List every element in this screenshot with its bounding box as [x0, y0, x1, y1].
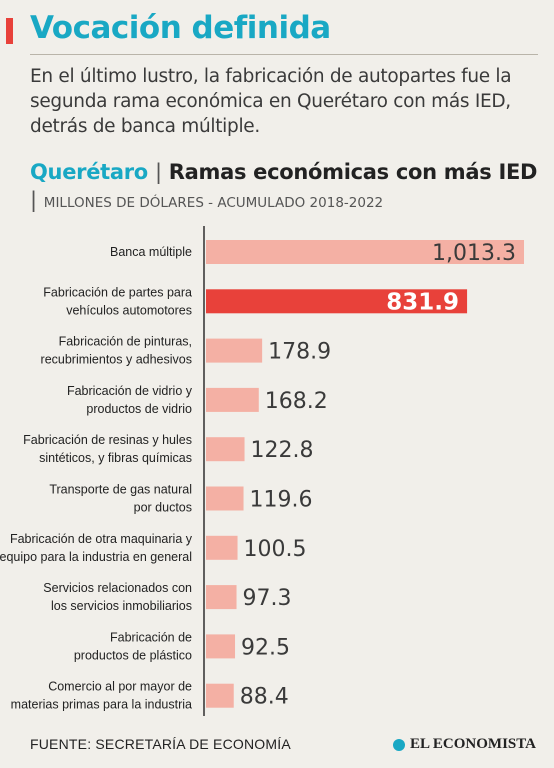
data-label: 831.9 [386, 289, 459, 315]
title-accent-bar [6, 18, 13, 44]
category-label: Banca múltiple [110, 245, 192, 259]
category-label-line: sintéticos, y fibras químicas [39, 451, 192, 465]
chart-header-separator: | [154, 160, 162, 184]
page-subtitle: En el último lustro, la fabricación de a… [30, 66, 512, 137]
category-label-line: equipo para la industria en general [0, 550, 192, 564]
category-label-line: Fabricación de vidrio y [67, 384, 193, 398]
category-label-line: los servicios inmobiliarios [51, 599, 192, 613]
bar [206, 437, 245, 462]
category-label: Fabricación de partes para vehículos auto… [43, 285, 192, 317]
category-label: Fabricación de pinturas, recubrimientos y… [41, 335, 192, 367]
category-label-line: Comercio al por mayor de [48, 680, 192, 694]
brand-name: EL ECONOMISTA [410, 736, 536, 752]
category-label: Fabricación de resinas y hules sintéticos… [23, 433, 192, 465]
data-label: 1,013.3 [432, 241, 516, 266]
bar [206, 240, 524, 264]
title-divider [30, 54, 538, 55]
category-label-line: recubrimientos y adhesivos [41, 353, 192, 367]
chart-title: Ramas económicas con más IED [168, 160, 538, 184]
data-label: 178.9 [268, 340, 331, 365]
category-label-line: Fabricación de otra maquinaria y [10, 532, 193, 546]
category-label-line: Fabricación de [110, 630, 192, 644]
bar [206, 634, 236, 659]
data-label: 119.6 [250, 488, 313, 513]
category-label-line: materias primas para la industria [11, 698, 192, 712]
category-label: Fabricación de otra maquinaria y equipo p… [0, 532, 193, 564]
category-label-line: Banca múltiple [110, 245, 192, 259]
data-label: 97.3 [243, 586, 292, 611]
category-label: Comercio al por mayor de materias primas … [11, 680, 192, 712]
data-label: 100.5 [244, 537, 307, 562]
bar [206, 289, 468, 314]
category-label-line: vehículos automotores [66, 303, 192, 317]
category-label: Transporte de gas natural por ductos [49, 483, 192, 515]
category-label-line: Servicios relacionados con [43, 581, 192, 595]
data-label: 122.8 [251, 438, 314, 463]
bar-chart: 1,013.3 Banca múltiple 831.9 Fabricación de… [0, 226, 524, 716]
category-label: Fabricación de productos de plástico [74, 630, 192, 662]
brand-logo-icon [393, 738, 405, 751]
bar [206, 387, 259, 412]
chart-header: Querétaro | Ramas económicas con más IED… [30, 158, 540, 217]
category-label-line: Fabricación de partes para [43, 285, 192, 299]
data-label: 168.2 [265, 389, 328, 414]
data-label: 88.4 [240, 685, 289, 710]
bar [206, 683, 234, 708]
chart-unit: MILLONES DE DÓLARES - ACUMULADO 2018-202… [43, 195, 384, 211]
chart-location: Querétaro [30, 160, 148, 184]
page-title: Vocación definida [30, 10, 331, 46]
source-note: FUENTE: SECRETARÍA DE ECONOMÍA [30, 736, 291, 752]
category-label-line: Fabricación de resinas y hules [23, 433, 192, 447]
bar [206, 585, 237, 610]
bar [206, 535, 238, 560]
category-label-line: Fabricación de pinturas, [59, 335, 192, 349]
brand-logo: EL ECONOMISTA [393, 736, 536, 753]
category-label: Fabricación de vidrio y productos de vidr… [67, 384, 193, 416]
category-label-line: productos de vidrio [86, 402, 192, 416]
category-label-line: productos de plástico [74, 648, 192, 662]
data-label: 92.5 [241, 635, 290, 660]
category-label: Servicios relacionados con los servicios … [43, 581, 192, 613]
category-label-line: Transporte de gas natural [49, 483, 192, 497]
chart-header-separator-2: | [30, 188, 37, 212]
bar [206, 338, 263, 363]
category-label-line: por ductos [134, 501, 192, 515]
bar [206, 486, 244, 511]
